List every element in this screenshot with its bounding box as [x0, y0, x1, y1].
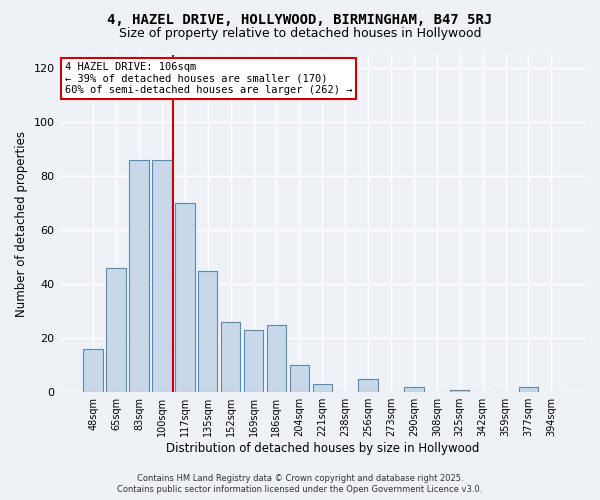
X-axis label: Distribution of detached houses by size in Hollywood: Distribution of detached houses by size …: [166, 442, 479, 455]
Bar: [404, 387, 424, 392]
Bar: [129, 160, 149, 392]
Bar: [358, 378, 378, 392]
Bar: [152, 160, 172, 392]
Bar: [83, 349, 103, 392]
Bar: [198, 271, 217, 392]
Bar: [290, 365, 309, 392]
Text: Size of property relative to detached houses in Hollywood: Size of property relative to detached ho…: [119, 28, 481, 40]
Bar: [313, 384, 332, 392]
Bar: [106, 268, 126, 392]
Bar: [519, 387, 538, 392]
Bar: [244, 330, 263, 392]
Text: Contains HM Land Registry data © Crown copyright and database right 2025.
Contai: Contains HM Land Registry data © Crown c…: [118, 474, 482, 494]
Text: 4 HAZEL DRIVE: 106sqm
← 39% of detached houses are smaller (170)
60% of semi-det: 4 HAZEL DRIVE: 106sqm ← 39% of detached …: [65, 62, 352, 95]
Text: 4, HAZEL DRIVE, HOLLYWOOD, BIRMINGHAM, B47 5RJ: 4, HAZEL DRIVE, HOLLYWOOD, BIRMINGHAM, B…: [107, 12, 493, 26]
Bar: [175, 204, 194, 392]
Y-axis label: Number of detached properties: Number of detached properties: [15, 130, 28, 316]
Bar: [267, 325, 286, 392]
Bar: [221, 322, 241, 392]
Bar: [450, 390, 469, 392]
